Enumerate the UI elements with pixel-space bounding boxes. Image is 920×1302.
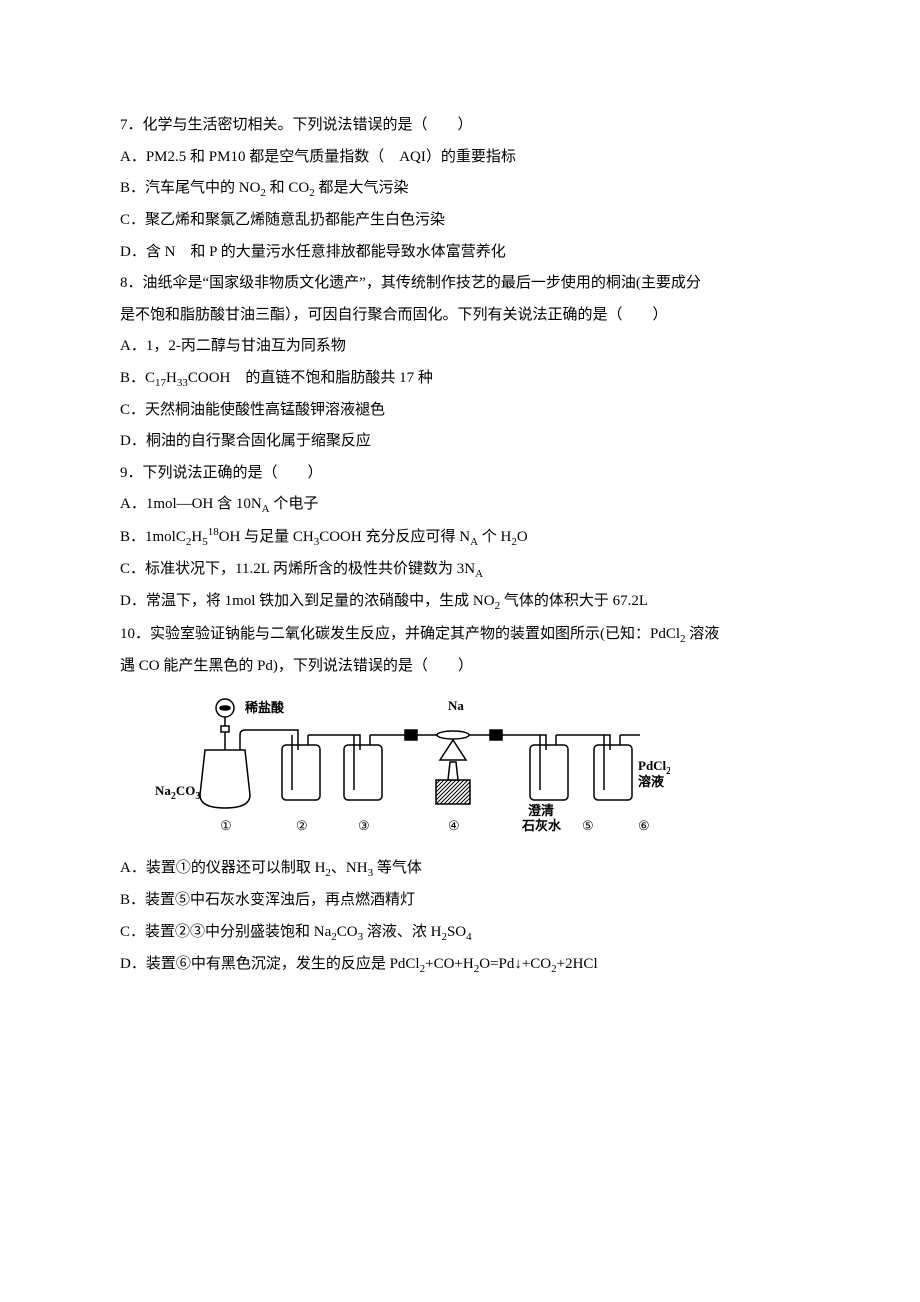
q9-stem: 9．下列说法正确的是（ ） <box>120 458 800 490</box>
q10-stem1-pre: 10．实验室验证钠能与二氧化碳发生反应，并确定其产物的装置如图所示(已知：PdC… <box>120 626 680 642</box>
q10-stem2: 遇 CO 能产生黑色的 Pd)，下列说法错误的是（ ） <box>120 651 800 683</box>
q7-c: C．聚乙烯和聚氯乙烯随意乱扔都能产生白色污染 <box>120 205 800 237</box>
q9-b-sup1: 18 <box>208 526 219 538</box>
q8-c: C．天然桐油能使酸性高锰酸钾溶液褪色 <box>120 395 800 427</box>
q7-stem: 7．化学与生活密切相关。下列说法错误的是（ ） <box>120 110 800 142</box>
q8-stem2: 是不饱和脂肪酸甘油三酯），可因自行聚合而固化。下列有关说法正确的是（ ） <box>120 300 800 332</box>
q10-d-pre: D．装置⑥中有黑色沉淀，发生的反应是 PdCl <box>120 956 420 972</box>
q9-a-sub: A <box>262 503 270 515</box>
q10-c-mid3: SO <box>447 924 466 940</box>
q9-c-pre: C．标准状况下，11.2L 丙烯所含的极性共价键数为 3N <box>120 561 475 577</box>
circ-5: ⑤ <box>582 818 594 833</box>
exam-page: 7．化学与生活密切相关。下列说法错误的是（ ） A．PM2.5 和 PM10 都… <box>0 0 920 1041</box>
q7-a: A．PM2.5 和 PM10 都是空气质量指数（ AQI）的重要指标 <box>120 142 800 174</box>
apparatus-diagram: 稀盐酸 Na2CO3 Na 澄清 石灰水 PdCl2 溶液 ① ② ③ ④ ⑤ … <box>150 690 800 845</box>
q9-a-pre: A．1mol—OH 含 10N <box>120 496 262 512</box>
q9-b-mid2: OH 与足量 CH <box>219 529 314 545</box>
label-pdcl2-2: 溶液 <box>638 774 664 789</box>
q10-c-pre: C．装置②③中分别盛装饱和 Na <box>120 924 331 940</box>
q8-b-sub2: 33 <box>177 377 188 389</box>
q8-b-pre: B．C <box>120 370 155 386</box>
q8-b-post: COOH 的直链不饱和脂肪酸共 17 种 <box>188 370 433 386</box>
q7-d: D．含 N 和 P 的大量污水任意排放都能导致水体富营养化 <box>120 237 800 269</box>
circ-3: ③ <box>358 818 370 833</box>
q9-d: D．常温下，将 1mol 铁加入到足量的浓硝酸中，生成 NO2 气体的体积大于 … <box>120 586 800 618</box>
q10-c-sub4: 4 <box>466 931 472 943</box>
label-hcl: 稀盐酸 <box>245 700 285 715</box>
q10-d-mid1: +CO+H <box>425 956 474 972</box>
q10-stem1: 10．实验室验证钠能与二氧化碳发生反应，并确定其产物的装置如图所示(已知：PdC… <box>120 619 800 651</box>
q9-b: B．1molC2H518OH 与足量 CH3COOH 充分反应可得 NA 个 H… <box>120 521 800 554</box>
q7-b: B．汽车尾气中的 NO2 和 CO2 都是大气污染 <box>120 173 800 205</box>
label-na2co3: Na2CO3 <box>155 783 200 802</box>
q10-a-post: 等气体 <box>373 860 422 876</box>
q8-stem1: 8．油纸伞是“国家级非物质文化遗产”，其传统制作技艺的最后一步使用的桐油(主要成… <box>120 268 800 300</box>
q10-d-post: +2HCl <box>557 956 598 972</box>
q9-b-mid3: COOH 充分反应可得 N <box>319 529 470 545</box>
q10-c: C．装置②③中分别盛装饱和 Na2CO3 溶液、浓 H2SO4 <box>120 917 800 949</box>
q9-b-pre: B．1molC <box>120 529 186 545</box>
q8-b-sub1: 17 <box>155 377 166 389</box>
q9-a-post: 个电子 <box>270 496 319 512</box>
label-na: Na <box>448 698 464 713</box>
circ-6: ⑥ <box>638 818 650 833</box>
q10-c-mid2: 溶液、浓 H <box>363 924 441 940</box>
q10-stem1-post: 溶液 <box>686 626 720 642</box>
q7-b-post: 都是大气污染 <box>315 180 409 196</box>
circ-2: ② <box>296 818 308 833</box>
q10-a-mid: 、NH <box>331 860 368 876</box>
q10-b: B．装置⑤中石灰水变浑浊后，再点燃酒精灯 <box>120 885 800 917</box>
q10-a-pre: A．装置①的仪器还可以制取 H <box>120 860 325 876</box>
q7-b-text: B．汽车尾气中的 NO <box>120 180 260 196</box>
q10-a: A．装置①的仪器还可以制取 H2、NH3 等气体 <box>120 853 800 885</box>
q10-d-mid2: O=Pd↓+CO <box>479 956 551 972</box>
q9-b-mid1: H <box>191 529 202 545</box>
q9-c: C．标准状况下，11.2L 丙烯所含的极性共价键数为 3NA <box>120 554 800 586</box>
q7-b-mid: 和 CO <box>266 180 309 196</box>
q8-d: D．桐油的自行聚合固化属于缩聚反应 <box>120 426 800 458</box>
label-lime1: 澄清 <box>528 803 554 818</box>
q8-a: A．1，2-丙二醇与甘油互为同系物 <box>120 331 800 363</box>
q9-b-post: O <box>517 529 528 545</box>
q9-d-pre: D．常温下，将 1mol 铁加入到足量的浓硝酸中，生成 NO <box>120 593 495 609</box>
q10-d: D．装置⑥中有黑色沉淀，发生的反应是 PdCl2+CO+H2O=Pd↓+CO2+… <box>120 949 800 981</box>
q8-b-mid1: H <box>166 370 177 386</box>
q9-a: A．1mol—OH 含 10NA 个电子 <box>120 489 800 521</box>
q9-b-mid4: 个 H <box>478 529 511 545</box>
q9-c-sub: A <box>475 568 483 580</box>
circ-4: ④ <box>448 818 460 833</box>
q9-d-post: 气体的体积大于 67.2L <box>500 593 648 609</box>
q9-b-sub4: A <box>470 536 478 548</box>
q8-b: B．C17H33COOH 的直链不饱和脂肪酸共 17 种 <box>120 363 800 395</box>
label-lime2: 石灰水 <box>521 818 562 833</box>
q10-c-mid1: CO <box>337 924 358 940</box>
circ-1: ① <box>220 818 232 833</box>
